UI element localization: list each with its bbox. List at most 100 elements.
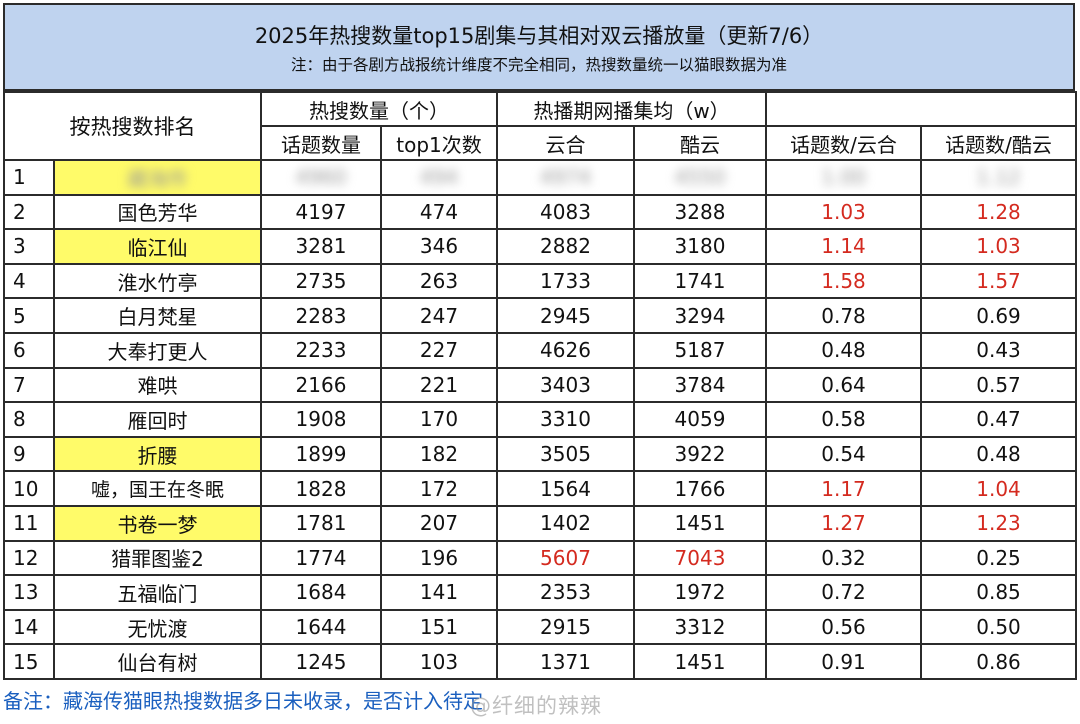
rank-cell: 5 <box>3 297 55 334</box>
yunhe-cell: 4974 <box>496 159 635 196</box>
topic-count-cell: 1245 <box>260 643 382 680</box>
top1-count-cell: 141 <box>380 574 498 611</box>
ratio-kuyun-cell: 0.69 <box>920 297 1078 334</box>
top1-count-cell: 172 <box>380 470 498 507</box>
rank-cell: 7 <box>3 366 55 404</box>
ratio-kuyun-cell: 0.25 <box>920 539 1078 577</box>
top1-count-cell: 151 <box>380 608 498 646</box>
ratio-yunhe-cell: 0.32 <box>765 539 923 577</box>
ratio-kuyun-cell: 0.48 <box>920 435 1078 473</box>
ratio-yunhe-cell: 0.64 <box>765 366 923 404</box>
ratio-yunhe-cell: 0.78 <box>765 297 923 334</box>
kuyun-cell: 3922 <box>632 435 768 473</box>
rank-header: 按热搜数排名 <box>3 91 262 161</box>
ratio-kuyun-cell: 1.03 <box>920 228 1078 265</box>
kuyun-cell: 1972 <box>632 574 768 611</box>
table-row: 11 书卷一梦 1781 207 1402 1451 1.27 1.23 <box>3 504 1078 542</box>
table-row: 15 仙台有树 1245 103 1371 1451 0.91 0.86 <box>3 643 1078 680</box>
ratio-yunhe-cell: 0.91 <box>765 643 923 680</box>
topic-count-cell: 4197 <box>260 193 382 231</box>
kuyun-cell: 1741 <box>632 262 768 300</box>
yunhe-cell: 1402 <box>496 504 635 542</box>
topic-count-cell: 1781 <box>260 504 382 542</box>
table-row: 9 折腰 1899 182 3505 3922 0.54 0.48 <box>3 435 1078 473</box>
col-header-topics: 话题数量 <box>260 125 382 161</box>
drama-name-cell: 藏海传 <box>53 159 262 196</box>
ratio-kuyun-cell: 1.23 <box>920 504 1078 542</box>
kuyun-cell: 4550 <box>632 159 768 196</box>
yunhe-cell: 3310 <box>496 401 635 438</box>
ratio-kuyun-cell: 0.86 <box>920 643 1078 680</box>
topic-count-cell: 2166 <box>260 366 382 404</box>
title-box: 2025年热搜数量top15剧集与其相对双云播放量（更新7/6） 注：由于各剧方… <box>3 3 1075 91</box>
yunhe-cell: 4626 <box>496 331 635 369</box>
topic-count-cell: 1684 <box>260 574 382 611</box>
top1-count-cell: 247 <box>380 297 498 334</box>
table-row: 1 藏海传 4960 494 4974 4550 1.00 1.12 <box>3 159 1078 196</box>
blurred-value: 1.00 <box>821 165 866 190</box>
blurred-value: 4974 <box>540 165 591 190</box>
topic-count-cell: 1899 <box>260 435 382 473</box>
table-row: 6 大奉打更人 2233 227 4626 5187 0.48 0.43 <box>3 331 1078 369</box>
kuyun-cell: 3288 <box>632 193 768 231</box>
drama-name-cell: 嘘，国王在冬眠 <box>53 470 262 507</box>
kuyun-cell: 3294 <box>632 297 768 334</box>
drama-name-cell: 临江仙 <box>53 228 262 265</box>
page-title: 2025年热搜数量top15剧集与其相对双云播放量（更新7/6） <box>254 24 824 48</box>
top1-count-cell: 494 <box>380 159 498 196</box>
rank-cell: 3 <box>3 228 55 265</box>
ratio-kuyun-cell: 0.47 <box>920 401 1078 438</box>
rank-cell: 15 <box>3 643 55 680</box>
col-header-ratio-kuyun: 话题数/酷云 <box>920 125 1078 161</box>
kuyun-cell: 1766 <box>632 470 768 507</box>
rank-cell: 11 <box>3 504 55 542</box>
yunhe-cell: 2945 <box>496 297 635 334</box>
drama-name-cell: 猎罪图鉴2 <box>53 539 262 577</box>
topic-count-cell: 3281 <box>260 228 382 265</box>
drama-name-cell: 淮水竹亭 <box>53 262 262 300</box>
yunhe-cell: 1564 <box>496 470 635 507</box>
table-row: 8 雁回时 1908 170 3310 4059 0.58 0.47 <box>3 401 1078 438</box>
topic-count-cell: 1644 <box>260 608 382 646</box>
drama-name-cell: 折腰 <box>53 435 262 473</box>
ratio-kuyun-cell: 0.57 <box>920 366 1078 404</box>
group-header-play: 热播期网播集均（w） <box>495 91 768 127</box>
top1-count-cell: 182 <box>380 435 498 473</box>
table-body: 1 藏海传 4960 494 4974 4550 1.00 1.12 2 国色芳华 4197 474 4… <box>3 159 1078 680</box>
ratio-kuyun-cell: 1.12 <box>920 159 1078 196</box>
kuyun-cell: 3312 <box>632 608 768 646</box>
drama-name-cell: 大奉打更人 <box>53 331 262 369</box>
ratio-yunhe-cell: 0.54 <box>765 435 923 473</box>
ratio-yunhe-cell: 0.48 <box>765 331 923 369</box>
yunhe-cell: 2915 <box>496 608 635 646</box>
rank-cell: 9 <box>3 435 55 473</box>
top1-count-cell: 196 <box>380 539 498 577</box>
yunhe-cell: 1371 <box>496 643 635 680</box>
blurred-value: 4550 <box>674 165 726 190</box>
ratio-yunhe-cell: 1.14 <box>765 228 923 265</box>
rank-cell: 12 <box>3 539 55 577</box>
yunhe-cell: 3403 <box>496 366 635 404</box>
table-row: 14 无忧渡 1644 151 2915 3312 0.56 0.50 <box>3 608 1078 646</box>
drama-name-cell: 国色芳华 <box>53 193 262 231</box>
top1-count-cell: 474 <box>380 193 498 231</box>
kuyun-cell: 7043 <box>632 539 768 577</box>
drama-name-cell: 雁回时 <box>53 401 262 438</box>
kuyun-cell: 4059 <box>632 401 768 438</box>
blurred-value: 藏海传 <box>127 166 188 191</box>
ratio-kuyun-cell: 0.85 <box>920 574 1078 611</box>
ratio-yunhe-cell: 1.00 <box>765 159 923 196</box>
ratio-yunhe-cell: 1.03 <box>765 193 923 231</box>
drama-name-cell: 五福临门 <box>53 574 262 611</box>
ranking-sheet: 2025年热搜数量top15剧集与其相对双云播放量（更新7/6） 注：由于各剧方… <box>3 3 1078 680</box>
kuyun-cell: 1451 <box>632 504 768 542</box>
ratio-kuyun-cell: 1.28 <box>920 193 1078 231</box>
drama-name-cell: 无忧渡 <box>53 608 262 646</box>
table-row: 10 嘘，国王在冬眠 1828 172 1564 1766 1.17 1.04 <box>3 470 1078 507</box>
kuyun-cell: 3180 <box>632 228 768 265</box>
kuyun-cell: 5187 <box>632 331 768 369</box>
yunhe-cell: 4083 <box>496 193 635 231</box>
topic-count-cell: 2735 <box>260 262 382 300</box>
rank-cell: 4 <box>3 262 55 300</box>
group-header-ratio <box>765 91 1078 127</box>
